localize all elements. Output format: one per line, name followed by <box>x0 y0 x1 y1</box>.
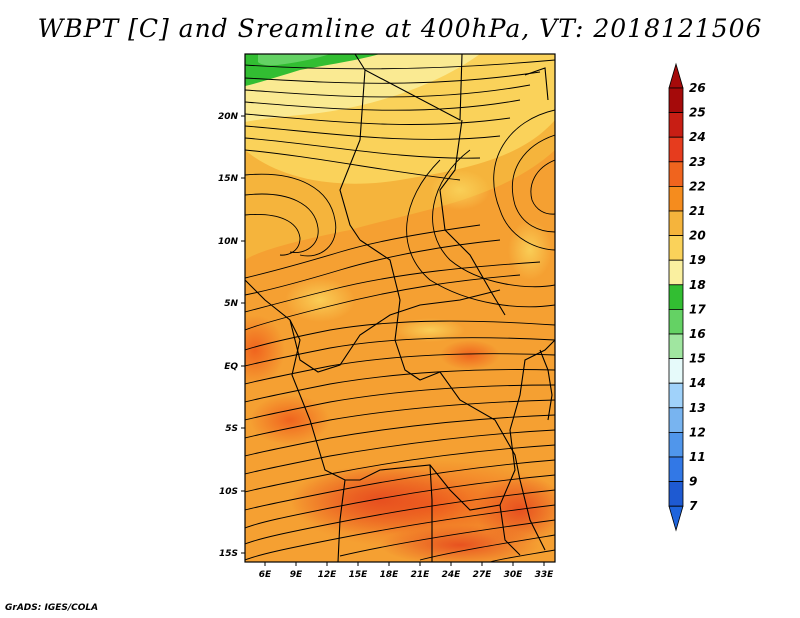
lat-tick-label: 20N <box>218 112 239 122</box>
lon-tick-label: 12E <box>318 570 338 580</box>
colorbar-top-arrow <box>668 62 684 89</box>
colorbar-swatch <box>668 456 684 483</box>
colorbar-label: 15 <box>689 352 706 366</box>
colorbar-label: 25 <box>689 106 706 120</box>
colorbar-swatch <box>668 210 684 237</box>
colorbar-label: 7 <box>689 499 698 513</box>
lat-tick-label: 15S <box>219 549 238 559</box>
colorbar-swatch <box>668 185 684 212</box>
lat-tick-label: 5S <box>225 424 238 434</box>
colorbar-swatch <box>668 481 684 507</box>
lon-tick-label: 9E <box>290 570 303 580</box>
colorbar-label: 12 <box>689 425 706 439</box>
lon-tick-label: 15E <box>349 570 369 580</box>
colorbar-label: 11 <box>689 450 706 464</box>
colorbar-label: 23 <box>689 155 706 169</box>
colorbar: 26 25 24 23 22 21 20 19 18 17 16 15 14 13 12 11 9 7 <box>668 62 706 532</box>
colorbar-label: 18 <box>689 278 706 292</box>
colorbar-swatch <box>668 333 684 360</box>
lon-tick-label: 30E <box>504 570 524 580</box>
colorbar-swatch <box>668 308 684 335</box>
colorbar-label: 21 <box>689 204 706 218</box>
grads-credit: GrADS: IGES/COLA <box>5 603 99 613</box>
colorbar-label: 24 <box>689 130 706 144</box>
colorbar-swatch <box>668 407 684 433</box>
lat-tick-label: 10N <box>218 237 239 247</box>
colorbar-swatch <box>668 358 684 384</box>
colorbar-swatch <box>668 112 684 138</box>
longitude-axis: 6E 9E 12E 15E 18E 21E 24E 27E 30E 33E <box>259 562 554 580</box>
lat-tick-label: 15N <box>218 174 239 184</box>
lon-tick-label: 21E <box>411 570 431 580</box>
lat-tick-label: 5N <box>224 299 238 309</box>
colorbar-swatch <box>668 87 684 114</box>
colorbar-label: 9 <box>689 475 697 489</box>
colorbar-swatch <box>668 431 684 458</box>
latitude-axis: 20N 15N 10N 5N EQ 5S 10S 15S <box>218 112 245 559</box>
colorbar-label: 17 <box>689 302 706 316</box>
colorbar-swatch <box>668 284 684 310</box>
country-borders <box>245 54 555 562</box>
lat-tick-label: EQ <box>224 362 238 372</box>
colorbar-swatch <box>668 235 684 261</box>
colorbar-swatch <box>668 382 684 409</box>
colorbar-swatch <box>668 259 684 286</box>
lon-tick-label: 18E <box>380 570 400 580</box>
lat-tick-label: 10S <box>219 487 238 497</box>
colorbar-bottom-arrow <box>668 505 684 532</box>
lon-tick-label: 33E <box>535 570 555 580</box>
colorbar-label: 13 <box>689 401 706 415</box>
colorbar-label: 19 <box>689 253 706 267</box>
colorbar-swatch <box>668 136 684 163</box>
colorbar-label: 14 <box>689 376 706 390</box>
lon-tick-label: 24E <box>442 570 462 580</box>
colorbar-label: 26 <box>689 81 706 95</box>
chart-title: WBPT [C] and Sreamline at 400hPa, VT: 20… <box>37 14 763 43</box>
colorbar-swatch <box>668 161 684 187</box>
colorbar-label: 22 <box>689 179 706 193</box>
map-frame <box>244 53 556 563</box>
colorbar-label: 20 <box>689 229 706 243</box>
lon-tick-label: 6E <box>259 570 272 580</box>
colorbar-label: 16 <box>689 327 706 341</box>
lon-tick-label: 27E <box>473 570 493 580</box>
